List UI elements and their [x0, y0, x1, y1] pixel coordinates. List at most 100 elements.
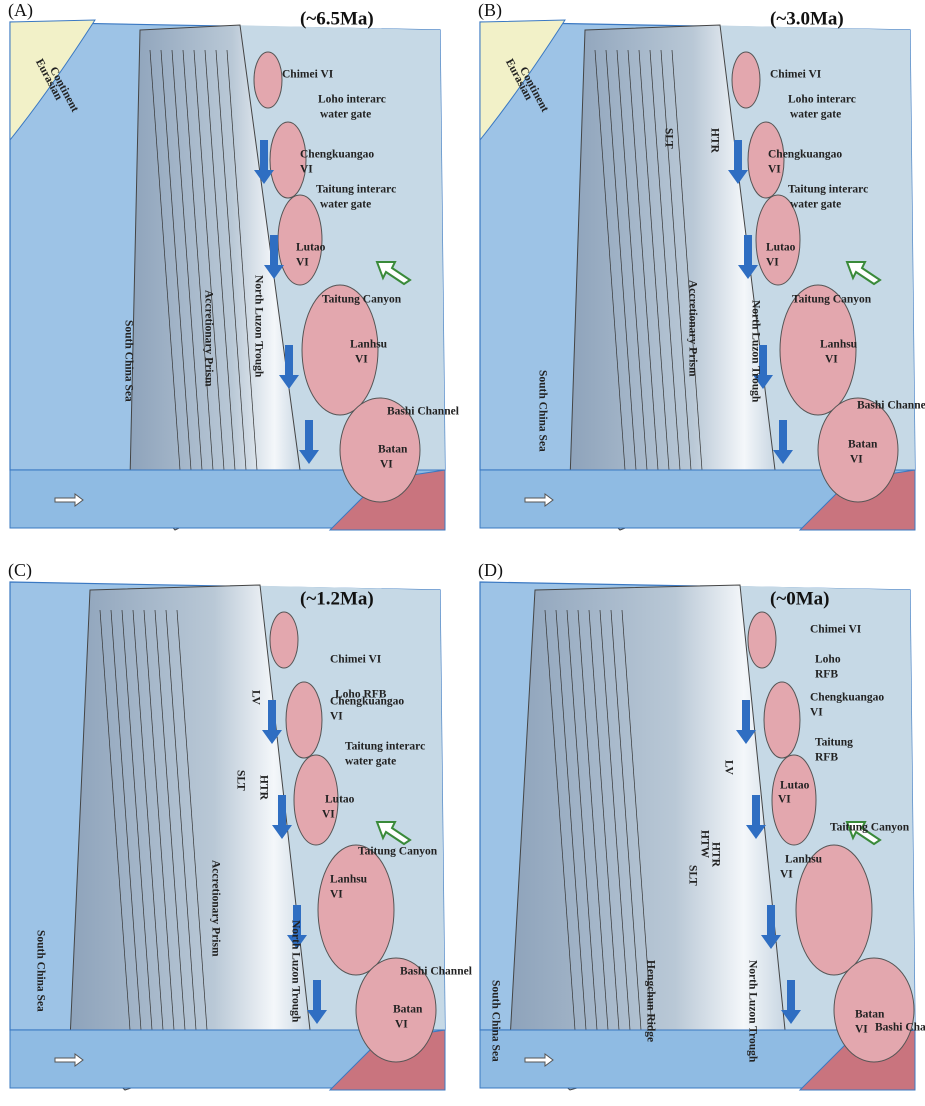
map-label: Taitung Canyon — [792, 294, 872, 306]
map-label: Accretionary Prism — [686, 280, 698, 377]
map-label: Bashi Channel — [400, 966, 472, 978]
map-label: HTR — [708, 128, 720, 154]
panel-label: (A) — [8, 0, 33, 21]
map-label: VI — [330, 889, 343, 901]
map-label: VI — [766, 257, 779, 269]
map-label: South China Sea — [489, 980, 501, 1062]
map-label: Batan — [848, 439, 878, 451]
map-label: Chimei VI — [282, 69, 334, 81]
map-label: Taitung Canyon — [830, 822, 910, 834]
map-label: HTR — [709, 842, 721, 868]
map-label: VI — [768, 164, 781, 176]
map-label: Lutao — [766, 242, 796, 254]
map-label: LV — [249, 690, 261, 706]
map-label: VI — [780, 869, 793, 881]
panel-age: (~6.5Ma) — [300, 8, 374, 29]
panel-age: (~3.0Ma) — [770, 8, 844, 29]
map-label: Accretionary Prism — [209, 860, 221, 957]
map-label: Lutao — [780, 780, 810, 792]
panel: (D) (~0Ma) Chimei VI Loho RFB Chengkuangao VI T… — [478, 560, 925, 1090]
map-label: Bashi Channel — [875, 1022, 925, 1034]
map-label: Chengkuangao — [810, 692, 884, 704]
map-label: Hengchun Ridge — [644, 960, 656, 1042]
map-label: North Luzon Trough — [289, 920, 301, 1023]
map-label: South China Sea — [536, 370, 548, 452]
map-label: Taitung — [815, 737, 853, 749]
map-label: VI — [296, 257, 309, 269]
map-label: North Luzon Trough — [746, 960, 758, 1063]
map-label: water gate — [320, 109, 371, 121]
diagram: (A)(~6.5Ma)EurasianContinentChimei VILoh… — [0, 0, 925, 1106]
map-label: RFB — [815, 752, 838, 764]
volcanic-island — [278, 195, 322, 285]
map-label: Lanhsu — [330, 874, 368, 886]
map-label: Lanhsu — [785, 854, 823, 866]
map-label: Chimei VI — [330, 654, 382, 666]
map-label: SLT — [662, 128, 674, 149]
map-label: Bashi Channel — [857, 400, 925, 412]
map-label: water gate — [345, 756, 396, 768]
map-label: Lutao — [325, 794, 355, 806]
volcanic-island — [318, 845, 394, 975]
map-label: SLT — [686, 865, 698, 886]
map-label: Taitung Canyon — [358, 846, 438, 858]
map-label: water gate — [790, 109, 841, 121]
map-label: Batan — [378, 444, 408, 456]
panel-age: (~1.2Ma) — [300, 588, 374, 609]
map-label: VI — [810, 707, 823, 719]
map-label: water gate — [320, 199, 371, 211]
map-label: VI — [778, 794, 791, 806]
map-label: Lanhsu — [350, 339, 388, 351]
map-label: Chimei VI — [810, 624, 862, 636]
map-label: VI — [355, 354, 368, 366]
map-label: North Luzon Trough — [252, 275, 264, 378]
panel-label: (B) — [478, 0, 502, 21]
map-label: VI — [825, 354, 838, 366]
map-label: Chengkuangao — [330, 696, 404, 708]
map-label: VI — [395, 1019, 408, 1031]
map-label: VI — [380, 459, 393, 471]
map-label: VI — [330, 711, 343, 723]
map-label: Loho interarc — [788, 94, 856, 106]
map-label: Accretionary Prism — [202, 290, 214, 387]
map-label: Bashi Channel — [387, 406, 459, 418]
map-label: SLT — [234, 770, 246, 791]
map-label: Chimei VI — [770, 69, 822, 81]
volcanic-island — [286, 682, 322, 758]
volcanic-island — [748, 612, 776, 668]
volcanic-island — [732, 52, 760, 108]
map-label: Loho interarc — [318, 94, 386, 106]
map-label: Batan — [393, 1004, 423, 1016]
map-label: Chengkuangao — [768, 149, 842, 161]
map-label: Taitung interarc — [316, 184, 396, 196]
map-label: Batan — [855, 1009, 885, 1021]
map-label: South China Sea — [34, 930, 46, 1012]
map-label: VI — [300, 164, 313, 176]
map-label: water gate — [790, 199, 841, 211]
map-label: South China Sea — [122, 320, 134, 402]
map-label: Chengkuangao — [300, 149, 374, 161]
panel-label: (C) — [8, 560, 32, 581]
map-label: Taitung interarc — [345, 741, 425, 753]
map-label: Lanhsu — [820, 339, 858, 351]
map-label: VI — [850, 454, 863, 466]
panel-age: (~0Ma) — [770, 588, 829, 609]
volcanic-island — [254, 52, 282, 108]
map-label: HTW — [698, 830, 710, 859]
volcanic-island — [764, 682, 800, 758]
map-label: Taitung Canyon — [322, 294, 402, 306]
map-label: LV — [722, 760, 734, 776]
map-label: Loho — [815, 654, 841, 666]
map-label: North Luzon Trough — [749, 300, 761, 403]
map-label: Taitung interarc — [788, 184, 868, 196]
panel-label: (D) — [478, 560, 503, 581]
map-label: VI — [322, 809, 335, 821]
map-label: VI — [855, 1024, 868, 1036]
map-label: RFB — [815, 669, 838, 681]
volcanic-island — [270, 612, 298, 668]
map-label: Lutao — [296, 242, 326, 254]
map-label: HTR — [257, 775, 269, 801]
